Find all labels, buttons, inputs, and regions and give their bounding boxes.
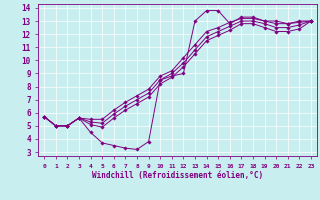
X-axis label: Windchill (Refroidissement éolien,°C): Windchill (Refroidissement éolien,°C)	[92, 171, 263, 180]
